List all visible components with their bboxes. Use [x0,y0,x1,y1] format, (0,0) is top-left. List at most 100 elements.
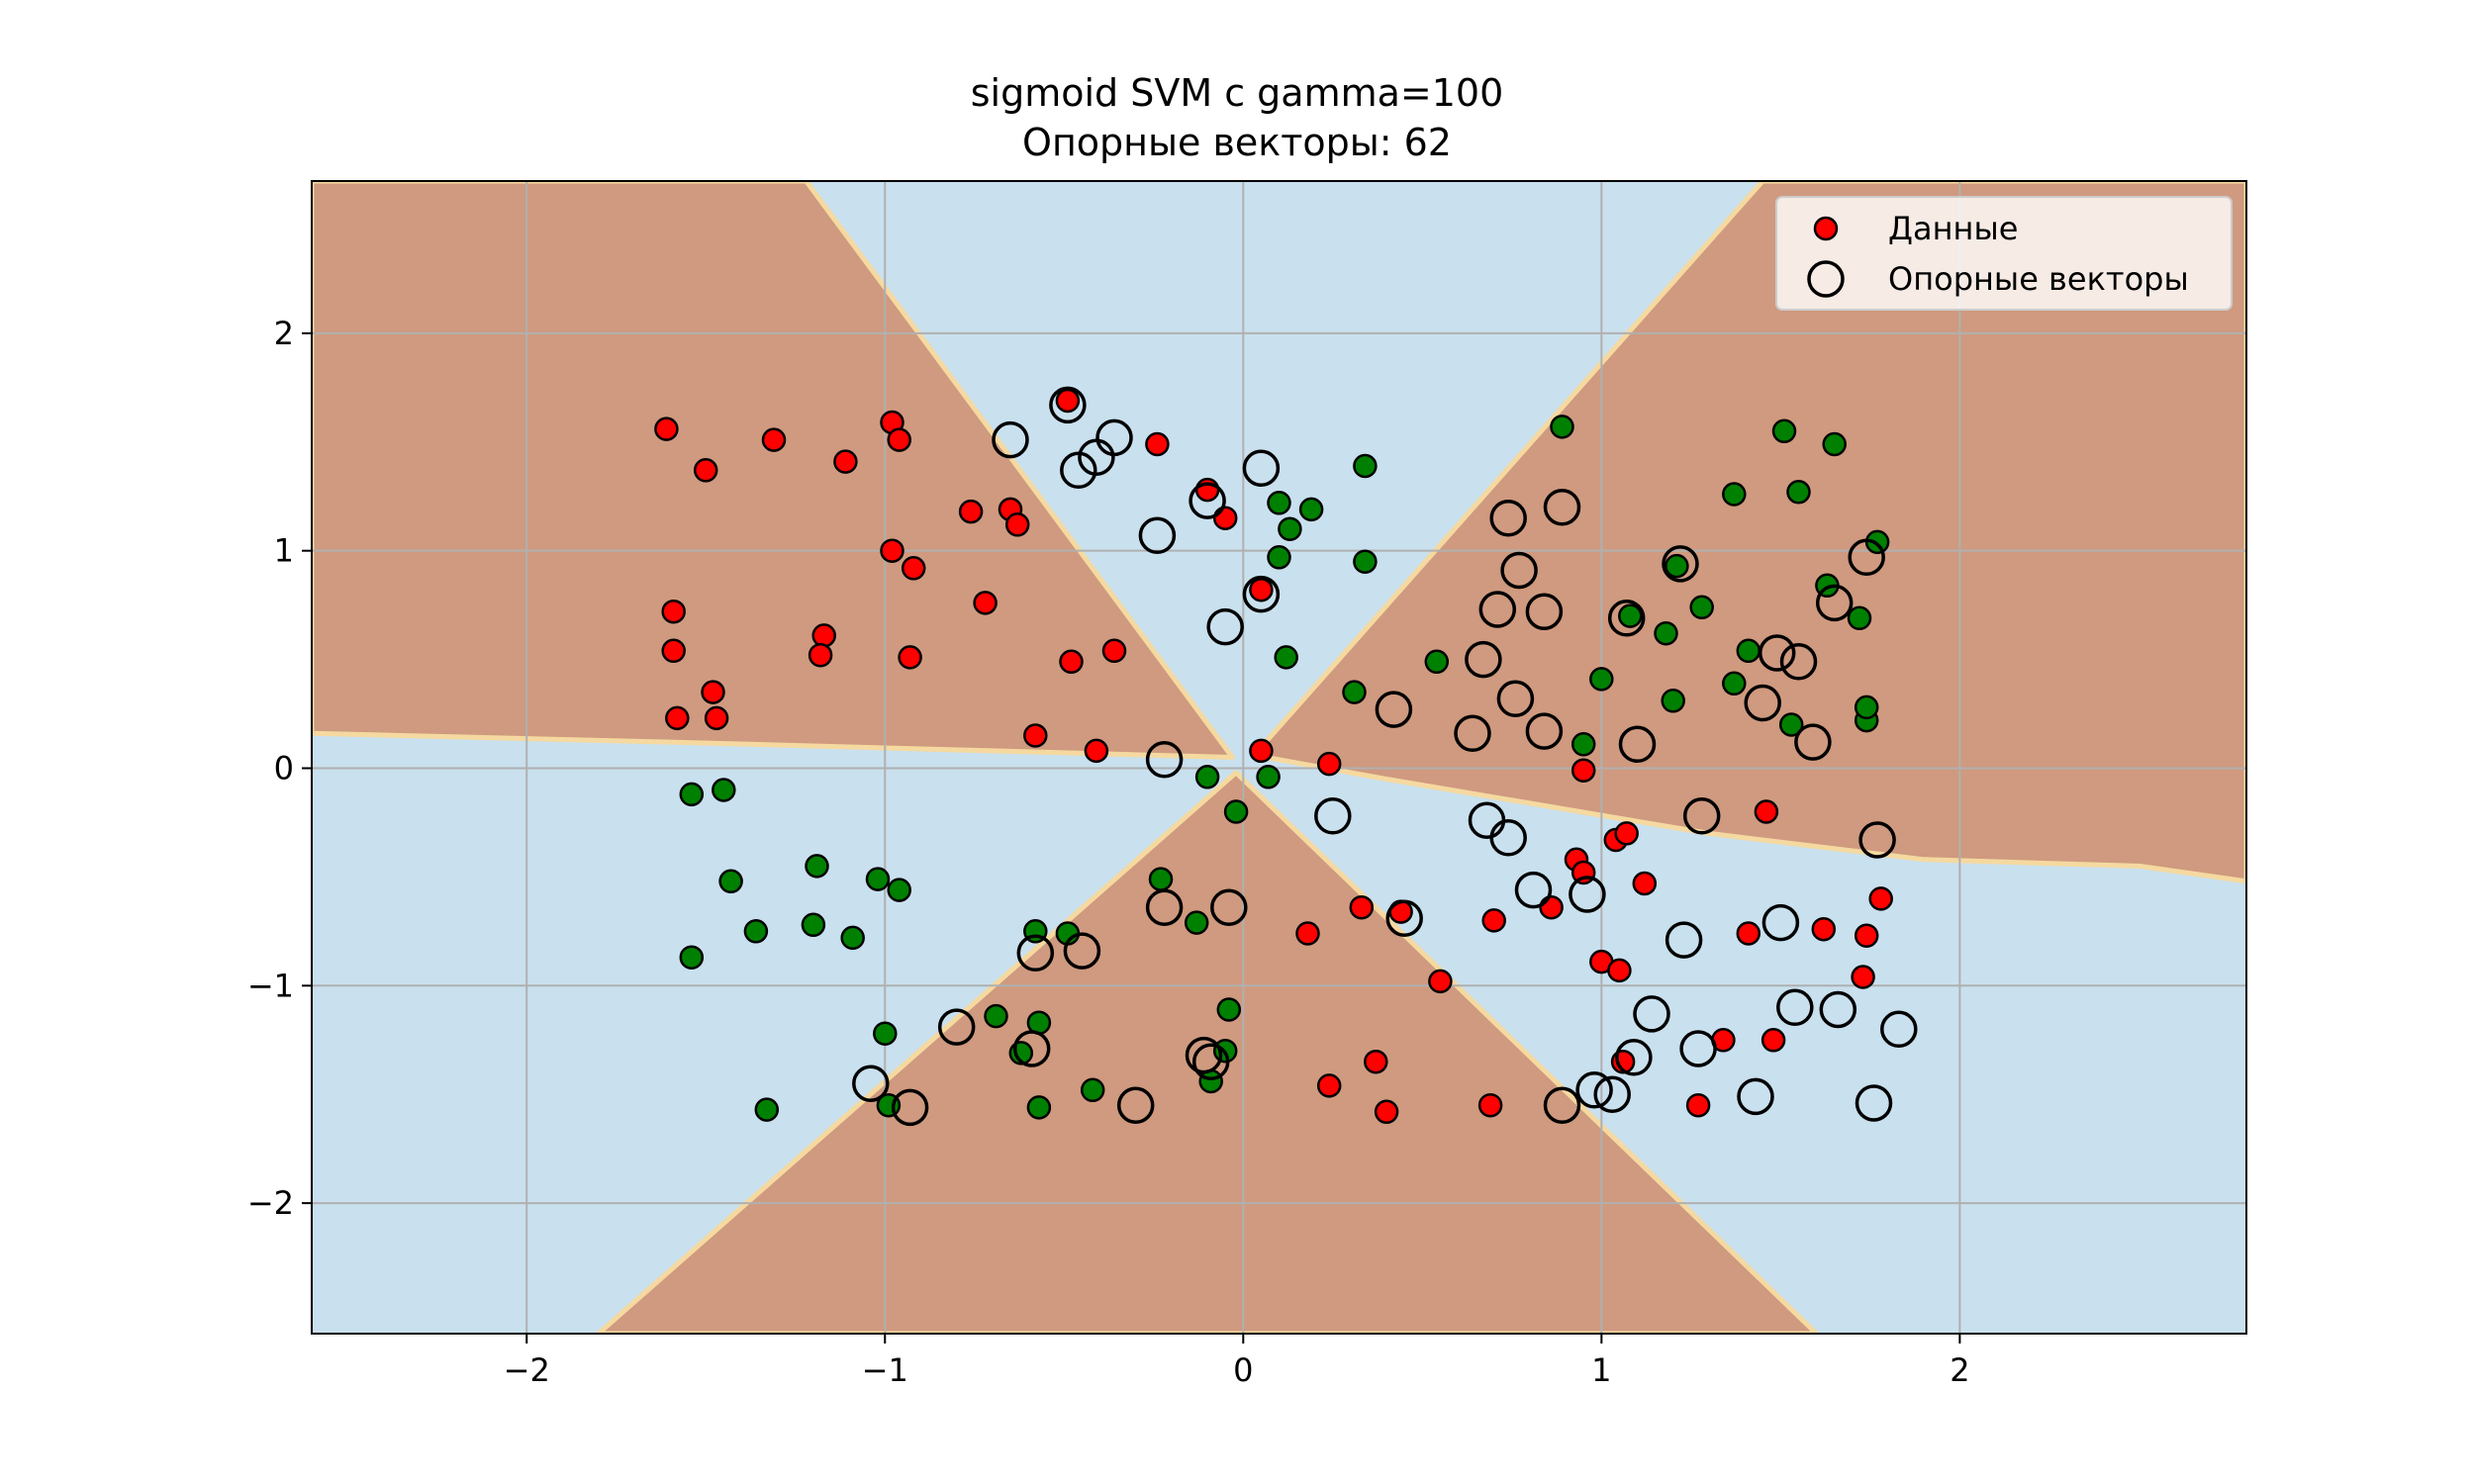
support-vector-marker [1848,538,1885,577]
legend-support-label: Опорные векторы [1888,260,2189,298]
data-point-red [1607,958,1632,983]
chart-subtitle: Опорные векторы: 62 [1022,121,1452,164]
data-point-red [811,623,836,648]
support-vector-marker [1465,640,1502,679]
support-vector-marker [1593,1075,1631,1113]
support-vector-marker [1489,819,1527,857]
support-vector-marker [1525,593,1564,630]
data-point-green [873,1021,898,1046]
data-point-red [1004,512,1030,537]
x-tick-label: 0 [1233,1351,1253,1389]
data-point-green [1424,649,1450,675]
data-point-green [1822,431,1847,457]
support-vector-marker [1618,725,1657,764]
support-vector-marker [1496,680,1535,717]
support-vector-marker [1478,591,1517,628]
x-tick-label: −2 [504,1351,550,1389]
support-vector-marker [1063,932,1101,970]
data-point-red [1428,969,1453,994]
support-vector-marker [1189,482,1226,519]
support-vector-marker [1242,449,1281,487]
data-point-red [808,642,833,668]
data-point-red [704,705,729,731]
data-point-red [1760,1028,1786,1053]
data-point-green [712,778,736,802]
support-vectors [852,386,1918,1127]
data-point-green [1274,645,1298,670]
support-vector-marker [1607,600,1646,637]
data-point-green [1184,910,1209,935]
region-positive-1 [312,181,1235,760]
data-point-red [1295,921,1320,946]
support-vector-marker [1737,1077,1774,1116]
data-point-green [1194,765,1220,789]
data-point-green [1570,732,1596,757]
data-point-red [661,599,686,624]
data-point-green [1342,680,1367,704]
data-point-red [1316,751,1342,777]
support-vector-marker [1615,1039,1653,1076]
data-point-green [1223,799,1249,824]
data-point-red [1364,1049,1388,1074]
support-vector-marker [1314,797,1352,835]
support-vector-marker [1242,575,1281,613]
support-vector-marker [1385,899,1423,937]
support-vector-marker [1633,995,1670,1033]
data-point-green [1771,418,1797,444]
data-point-red [1685,1092,1711,1118]
y-tick-label: 1 [274,532,294,570]
chart-title: sigmoid SVM с gamma=100 [970,71,1504,115]
data-point-red [1539,894,1564,920]
support-vector-marker [1858,821,1896,859]
data-point-green [743,919,769,944]
axis-ticks: −2 −1 0 1 2 −2 −1 0 1 2 [247,315,1970,1389]
support-vector-marker [1500,551,1538,590]
support-vector-marker [1779,643,1818,681]
support-vector-marker [1454,714,1491,753]
data-point-green [840,925,865,951]
data-point-green [1722,482,1747,507]
data-point-red [1614,821,1639,846]
data-point-red [1570,758,1596,783]
data-point-green [679,782,705,807]
support-vector-marker [1543,1086,1581,1124]
support-vector-marker [1575,1071,1613,1109]
data-point-green [1267,491,1291,515]
plot-frame [311,180,2247,1335]
data-point-red [1059,649,1084,675]
data-point-green [1689,595,1714,620]
data-point-green [1353,549,1378,574]
data-point-red [1249,738,1274,764]
data-point-green [1654,620,1678,646]
data-point-red [880,538,904,563]
data-point-red [1481,908,1506,933]
support-vector-marker [1191,1043,1230,1080]
data-point-green [679,945,705,970]
data-point-green [1786,480,1811,505]
support-vector-marker [992,420,1029,459]
data-point-green [1080,1077,1105,1103]
data-point-red [665,705,690,731]
support-vector-marker [1776,988,1814,1027]
support-vector-marker [1375,691,1413,728]
decision-regions [312,181,2246,1334]
data-point-green [1665,553,1689,579]
support-vector-marker [1012,1030,1051,1067]
support-vector-marker [1880,1010,1918,1049]
support-vector-marker [1145,740,1184,779]
x-tick-label: 1 [1591,1351,1611,1389]
data-point-green [865,867,891,891]
data-point-red [1736,921,1761,946]
data-point-red [898,645,922,670]
data-point-green [1278,516,1302,541]
data-point-red [1249,577,1274,603]
support-vector-marker [1514,871,1553,909]
support-vector-marker [1819,990,1857,1029]
support-vector-marker [1679,1030,1717,1067]
data-point-green [1847,605,1872,631]
data-point-green [1256,765,1281,789]
data-point-red [1316,1073,1342,1098]
data-point-green [1216,997,1242,1022]
data-point-red [1374,1099,1399,1125]
legend-data-marker [1813,216,1839,241]
